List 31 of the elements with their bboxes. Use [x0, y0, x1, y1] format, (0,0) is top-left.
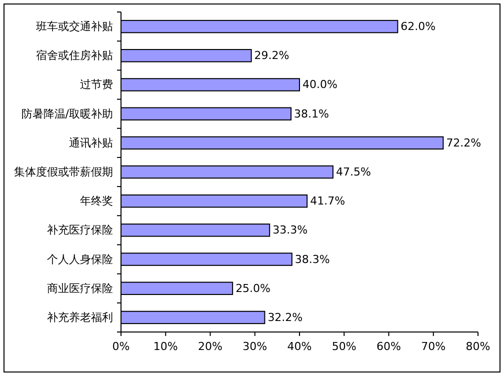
y-tick-label: 防暑降温/取暖补助	[21, 107, 113, 120]
x-tick-label: 70%	[421, 340, 446, 353]
data-label: 47.5%	[336, 166, 371, 178]
x-tick-label: 10%	[153, 340, 178, 353]
data-label: 29.2%	[254, 49, 290, 62]
y-tick-label: 补充养老福利	[47, 310, 113, 324]
data-label: 25.0%	[236, 282, 271, 295]
y-tick-label: 补充医疗保险	[47, 224, 113, 237]
x-tick-label: 0%	[112, 340, 130, 353]
x-tick-label: 30%	[242, 340, 268, 353]
y-tick-label: 商业医疗保险	[47, 282, 113, 295]
data-label: 32.2%	[268, 310, 303, 324]
y-tick-label: 年终奖	[80, 194, 113, 208]
x-tick-label: 50%	[332, 340, 356, 353]
x-tick-label: 80%	[466, 340, 490, 353]
data-label: 33.3%	[272, 224, 308, 237]
data-label: 38.3%	[294, 252, 330, 266]
data-label: 72.2%	[446, 136, 482, 150]
data-label: 41.7%	[310, 194, 346, 208]
data-label: 38.1%	[294, 107, 329, 120]
y-tick-label: 过节费	[80, 78, 113, 92]
y-tick-label: 通讯补贴	[69, 136, 113, 150]
y-tick-label: 集体度假或带薪假期	[14, 166, 113, 178]
x-tick-label: 60%	[376, 340, 401, 353]
x-tick-label: 40%	[287, 340, 312, 353]
y-tick-label: 个人人身保险	[47, 252, 113, 266]
y-tick-label: 宿舍或住房补贴	[36, 49, 113, 62]
data-label: 62.0%	[400, 20, 436, 34]
x-tick-label: 20%	[198, 340, 222, 353]
y-tick-label: 班车或交通补贴	[36, 20, 113, 34]
data-label: 40.0%	[302, 78, 338, 92]
